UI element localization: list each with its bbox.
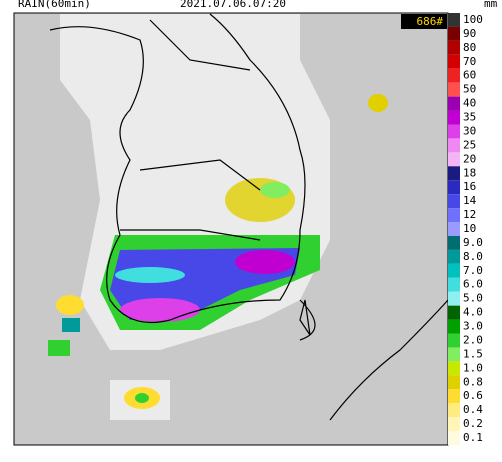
legend-label: 80 [463, 41, 476, 54]
legend-swatch [448, 54, 460, 69]
legend-label: 70 [463, 55, 476, 68]
rain-cell [48, 340, 70, 356]
legend: 1009080706050403530252018161412109.08.07… [448, 13, 483, 445]
legend-swatch [448, 208, 460, 223]
legend-swatch [448, 403, 460, 418]
legend-swatch [448, 375, 460, 390]
legend-label: 14 [463, 194, 477, 207]
legend-label: 0.6 [463, 389, 483, 402]
legend-label: 4.0 [463, 306, 483, 319]
legend-swatch [448, 249, 460, 264]
legend-label: 40 [463, 97, 476, 110]
legend-swatch [448, 110, 460, 125]
rain-cell [368, 94, 388, 112]
legend-label: 18 [463, 166, 476, 179]
legend-swatch [448, 138, 460, 153]
coastline [49, 13, 316, 341]
legend-label: 8.0 [463, 250, 483, 263]
legend-label: 0.2 [463, 417, 483, 430]
legend-label: 7.0 [463, 264, 483, 277]
legend-swatch [448, 13, 460, 27]
legend-swatch [448, 305, 460, 320]
legend-swatch [448, 40, 460, 55]
legend-swatch [448, 152, 460, 167]
legend-label: 16 [463, 180, 476, 193]
rain-cell [260, 182, 290, 198]
legend-label: 5.0 [463, 292, 483, 305]
legend-swatch [448, 263, 460, 278]
legend-label: 3.0 [463, 320, 483, 333]
rain-cell [62, 318, 80, 332]
badge-bg [401, 14, 447, 29]
legend-label: 10 [463, 222, 476, 235]
legend-label: 60 [463, 69, 476, 82]
legend-swatch [448, 68, 460, 83]
timestamp: 2021.07.06.07:20 [180, 0, 286, 10]
legend-label: 0.4 [463, 403, 483, 416]
rain-cell [56, 295, 84, 315]
legend-label: 20 [463, 152, 476, 165]
legend-label: 12 [463, 208, 476, 221]
badge: 686# [417, 15, 444, 28]
legend-swatch [448, 291, 460, 306]
rain-cell [135, 393, 149, 403]
rain-cell [115, 267, 185, 283]
map: 686# [13, 12, 449, 446]
product: RAIN(60min) [18, 0, 91, 10]
legend-swatch [448, 319, 460, 334]
legend-label: 2.0 [463, 333, 483, 346]
legend-swatch [448, 235, 460, 250]
legend-swatch [448, 431, 460, 445]
legend-label: 6.0 [463, 278, 483, 291]
legend-label: 35 [463, 111, 476, 124]
legend-swatch [448, 222, 460, 236]
legend-label: 1.5 [463, 347, 483, 360]
legend-label: 30 [463, 124, 476, 137]
legend-label: 50 [463, 83, 476, 96]
legend-swatch [448, 417, 460, 432]
legend-label: 0.8 [463, 375, 483, 388]
legend-swatch [448, 124, 460, 139]
legend-swatch [448, 166, 460, 181]
unit: mm [484, 0, 498, 10]
legend-label: 25 [463, 138, 476, 151]
legend-swatch [448, 333, 460, 348]
legend-swatch [448, 194, 460, 209]
legend-label: 100 [463, 13, 483, 26]
legend-label: 9.0 [463, 236, 483, 249]
legend-swatch [448, 180, 460, 195]
legend-swatch [448, 361, 460, 376]
legend-swatch [448, 96, 460, 111]
legend-label: 0.1 [463, 431, 483, 444]
legend-swatch [448, 82, 460, 97]
rain-cell [235, 250, 295, 274]
legend-swatch [448, 26, 460, 41]
legend-label: 90 [463, 27, 476, 40]
coastline [299, 299, 449, 421]
legend-swatch [448, 389, 460, 404]
legend-swatch [448, 277, 460, 292]
legend-label: 1.0 [463, 361, 483, 374]
legend-swatch [448, 347, 460, 362]
